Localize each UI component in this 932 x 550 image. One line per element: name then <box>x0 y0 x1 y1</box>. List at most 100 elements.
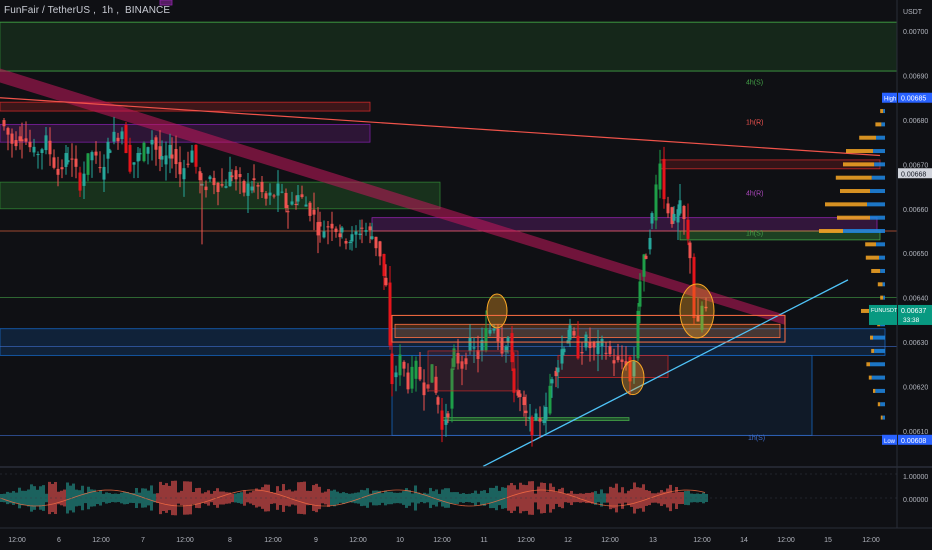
time-tick: 13 <box>649 537 657 544</box>
bar-countdown: 33:38 <box>903 317 920 324</box>
time-tick: 12:00 <box>517 537 535 544</box>
oscillator-bar <box>72 483 75 513</box>
candle-body <box>496 328 500 342</box>
oscillator-bar <box>657 492 660 504</box>
oscillator-bar <box>606 493 609 503</box>
volume-bar-up <box>846 149 873 154</box>
volume-bar-down <box>843 229 885 233</box>
volume-bar-up <box>880 295 884 300</box>
highlight-circle <box>679 283 715 339</box>
candle-body <box>128 144 132 172</box>
candle-body <box>700 305 704 330</box>
high-price: 0.00685 <box>901 96 926 103</box>
oscillator-bar <box>228 492 231 504</box>
oscillator-bar <box>366 488 369 508</box>
high-price-badge <box>898 92 932 103</box>
low-price: 0.00608 <box>901 438 926 445</box>
time-tick: 12:00 <box>601 537 619 544</box>
candle-body <box>64 153 68 167</box>
candle-body <box>516 389 520 396</box>
candle-body <box>368 226 372 231</box>
oscillator-bar <box>237 492 240 504</box>
candle-body <box>562 348 566 353</box>
zone-label: 4h(R) <box>746 190 764 197</box>
volume-bar-up <box>843 162 875 167</box>
candle-body <box>190 150 194 163</box>
candle-body <box>692 256 696 319</box>
high-label: High <box>884 97 896 103</box>
candle-body <box>138 153 142 155</box>
low-label: Low <box>884 439 896 445</box>
volume-bar-up <box>859 135 876 140</box>
oscillator-bar <box>282 484 285 512</box>
candle-body <box>530 417 534 436</box>
oscillator-bar <box>42 485 45 511</box>
candle-body <box>548 385 552 414</box>
candle-body <box>672 213 676 221</box>
oscillator-bar <box>687 490 690 506</box>
oscillator-bar <box>636 487 639 509</box>
candle-body <box>260 181 264 193</box>
candle-body <box>430 364 434 383</box>
last-symbol-badge <box>869 304 897 325</box>
candle-body <box>538 418 542 422</box>
volume-bar-down <box>873 149 885 154</box>
candle-body <box>446 413 450 418</box>
candle-body <box>164 155 168 165</box>
volume-bar-down <box>880 402 885 407</box>
candle-body <box>632 361 636 377</box>
oscillator-bar <box>141 488 144 508</box>
candle-body <box>402 361 406 369</box>
price-tick: 0.00650 <box>903 251 928 258</box>
candle-body <box>106 141 110 159</box>
candle-body <box>682 205 686 220</box>
marked-price: 0.00668 <box>901 171 926 178</box>
oscillator-bar <box>453 492 456 504</box>
time-tick: 9 <box>314 537 318 544</box>
oscillator-bar <box>126 491 129 505</box>
oscillator-bar <box>333 489 336 507</box>
oscillator-bar <box>351 493 354 503</box>
candle-body <box>268 192 272 196</box>
time-tick: 12:00 <box>349 537 367 544</box>
oscillator-bar <box>588 492 591 504</box>
candle-body <box>142 142 146 162</box>
candle-body <box>572 331 576 336</box>
marked-box-orange <box>391 314 786 343</box>
candle-body <box>36 154 40 156</box>
candle-body <box>554 370 558 377</box>
time-tick: 12:00 <box>777 537 795 544</box>
candle-body <box>338 233 342 238</box>
oscillator-bar <box>276 486 279 510</box>
candle-body <box>238 174 242 178</box>
candle-body <box>220 184 224 186</box>
oscillator-bar <box>33 486 36 510</box>
time-tick: 6 <box>57 537 61 544</box>
volume-bar-down <box>881 122 885 127</box>
oscillator-bar <box>93 489 96 507</box>
oscillator-bar <box>492 487 495 509</box>
time-tick: 12:00 <box>92 537 110 544</box>
oscillator-bar <box>696 493 699 503</box>
oscillator-bar <box>537 486 540 510</box>
candle-body <box>390 353 394 385</box>
symbol-exchange: BINANCE <box>124 5 171 16</box>
symbol-interval[interactable]: 1h <box>101 5 114 16</box>
oscillator-bar <box>51 483 54 513</box>
oscillator-bar <box>471 493 474 503</box>
low-label-badge <box>882 434 897 445</box>
time-tick: 12:00 <box>176 537 194 544</box>
red-zone-mid <box>557 354 669 378</box>
price-tick: 0.00660 <box>903 207 928 214</box>
candle-body <box>20 139 24 142</box>
candle-body <box>216 182 220 193</box>
candle-body <box>2 120 6 127</box>
time-tick: 12:00 <box>8 537 26 544</box>
oscillator-bar <box>582 493 585 503</box>
oscillator-bar <box>168 485 171 511</box>
oscillator-bar <box>621 487 624 509</box>
candle-body <box>246 183 250 196</box>
candle-body <box>550 379 554 384</box>
oscillator-bar <box>546 491 549 505</box>
